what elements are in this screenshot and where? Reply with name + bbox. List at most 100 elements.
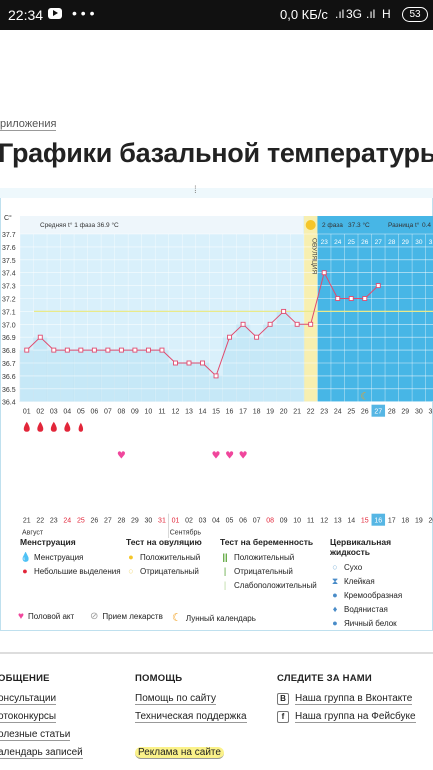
footer-link[interactable]: Помощь по сайту [135, 693, 216, 705]
footer-title: ОБЩЕНИЕ [0, 673, 50, 684]
cycle-day-label: 14 [199, 409, 207, 416]
legend-item: ● Положительный [126, 551, 202, 565]
circle-outline-icon: ○ [128, 566, 134, 576]
date-label: 02 [185, 518, 193, 525]
footer-link[interactable]: алендарь записей [0, 747, 83, 759]
date-label: 20 [428, 518, 433, 525]
today-marker [371, 404, 386, 417]
date-label: 18 [401, 518, 409, 525]
footer-divider [0, 652, 433, 654]
temperature-point [308, 321, 314, 327]
intercourse-heart-icon: ♥ [225, 451, 234, 462]
chart-resize-handle[interactable]: ⁞ [0, 185, 433, 198]
cycle-day-label: 27 [374, 409, 382, 416]
network-type: 3G [346, 7, 363, 21]
cycle-day-label: 05 [77, 409, 85, 416]
temperature-point [105, 347, 111, 353]
temperature-point [348, 296, 354, 301]
y-tick-label: 37.4 [2, 271, 16, 278]
legend-item: | Слабоположительный [220, 579, 317, 593]
date-label: 15 [361, 518, 369, 525]
cycle-day-label: 13 [185, 409, 193, 416]
cycle-day-label: 25 [347, 409, 355, 416]
line-icon: | [223, 566, 227, 576]
vk-icon: В [277, 693, 289, 705]
date-label: 14 [347, 518, 355, 525]
cycle-day-label: 30 [415, 409, 423, 416]
footer-link-ads[interactable]: Реклама на сайте [135, 746, 247, 764]
temperature-point [267, 321, 273, 327]
footer-link[interactable]: онсультации [0, 693, 57, 705]
temperature-point [24, 347, 30, 353]
status-bar: 22:34 • • • 0,0 КБ/с .ıl 3G .ıl H 53 [0, 0, 433, 30]
footer-title: СЛЕДИТЕ ЗА НАМИ [277, 673, 372, 684]
intercourse-heart-icon: ♥ [212, 451, 221, 462]
cycle-day-label: 26 [361, 409, 369, 416]
date-label: 25 [77, 518, 85, 525]
cycle-day-label: 16 [226, 409, 234, 416]
diff-value: 0.4 [422, 222, 431, 229]
phase2-day-label: 27 [375, 239, 383, 246]
date-label: 11 [307, 518, 314, 525]
sticky-icon: ⧗ [331, 576, 339, 586]
date-label: 12 [320, 518, 328, 525]
menstruation-drop-icon [78, 422, 84, 432]
menstruation-drop-icon [50, 421, 57, 432]
footer-link[interactable]: f Наша группа на Фейсбуке [277, 710, 416, 728]
legend-title: Менструация [20, 537, 76, 547]
temperature-point [240, 321, 246, 327]
legend-item: | Отрицательный [220, 565, 317, 579]
temperature-bar [33, 336, 48, 402]
temperature-point [91, 347, 97, 353]
footer-link[interactable]: Техническая поддержка [135, 711, 247, 723]
date-label: 03 [199, 518, 207, 525]
date-label: 07 [253, 518, 261, 525]
more-notifications-icon: • • • [72, 5, 95, 21]
temperature-bar [249, 336, 264, 402]
cycle-day-label: 15 [212, 409, 220, 416]
cycle-day-label: 20 [280, 409, 288, 416]
date-label: 30 [145, 518, 153, 525]
legend-ovulation-test: Тест на овуляцию ● Положительный ○ Отрицат… [126, 537, 202, 579]
cycle-day-label: 24 [334, 409, 342, 416]
date-label: 05 [226, 518, 234, 525]
date-label: 27 [104, 518, 112, 525]
footer-link[interactable]: олезные статьи [0, 729, 71, 741]
footer-link[interactable]: отоконкурсы [0, 711, 57, 723]
diff-label: Разница t° [388, 221, 420, 229]
signal-icon: .ıl [366, 7, 376, 21]
legend-pregnancy-test: Тест на беременность || Положительный | От… [220, 537, 317, 593]
legend-title: Цервикальная жидкость [330, 537, 392, 557]
network-h: H [382, 7, 391, 21]
temperature-point [186, 360, 192, 366]
temperature-point [375, 283, 381, 289]
clock: 22:34 [8, 7, 44, 23]
temperature-point [335, 296, 341, 301]
date-label: 17 [388, 518, 396, 525]
legend-item: ☾ Лунный календарь [172, 612, 256, 624]
date-label: 29 [131, 518, 139, 525]
y-tick-label: 36.4 [2, 400, 16, 407]
phase2-day-label: 31 [429, 239, 433, 246]
menstruation-drop-icon [37, 421, 44, 432]
temperature-point [200, 360, 205, 366]
line-icon: | [223, 580, 227, 590]
temperature-bar [222, 336, 237, 402]
date-label: 10 [293, 518, 301, 525]
footer-link[interactable]: В Наша группа в Вконтакте [277, 692, 416, 710]
date-label: 31 [158, 518, 166, 525]
cycle-day-label: 31 [428, 409, 433, 416]
small-drop-icon: ● [22, 566, 28, 576]
date-label: 09 [280, 518, 288, 525]
temperature-bar [195, 362, 210, 402]
drop-icon: 💧 [20, 552, 32, 562]
cycle-day-label: 29 [401, 409, 409, 416]
temperature-point [118, 347, 124, 353]
egg-white-icon: ● [332, 618, 338, 628]
temperature-point [64, 347, 70, 353]
breadcrumb[interactable]: риложения [0, 118, 57, 131]
y-tick-label: 37.2 [2, 297, 16, 304]
legend-title: Тест на овуляцию [126, 537, 202, 547]
y-axis-label: C° [4, 214, 12, 222]
ovulation-label: ОВУЛЯЦИЯ [311, 238, 318, 275]
